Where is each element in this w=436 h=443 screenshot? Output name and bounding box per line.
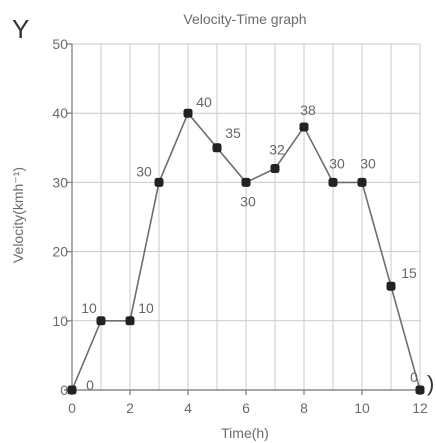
data-point-marker <box>415 385 425 395</box>
data-label: 30 <box>240 193 256 209</box>
x-tick-label: 12 <box>412 400 428 416</box>
data-point-marker <box>212 143 222 153</box>
data-label: 10 <box>81 300 97 316</box>
y-tick-label: 50 <box>52 36 68 52</box>
chart-title: Velocity-Time graph <box>183 11 306 27</box>
y-tick-label: 30 <box>52 174 68 190</box>
data-label: 40 <box>196 94 212 110</box>
data-label: 30 <box>329 155 345 171</box>
x-tick-label: 8 <box>300 400 308 416</box>
y-axis-label: Velocity(kmh⁻¹) <box>10 167 26 263</box>
x-tick-label: 2 <box>126 400 134 416</box>
y-tick-label: 0 <box>60 382 68 398</box>
x-axis-letter: ) <box>427 371 434 396</box>
data-point-marker <box>125 316 135 326</box>
data-point-marker <box>328 177 338 187</box>
y-tick-label: 10 <box>52 313 68 329</box>
data-labels: 0 10 10 30 40 35 30 32 38 30 30 15 0 <box>81 94 418 393</box>
data-point-marker <box>299 122 309 132</box>
axes: 0 10 20 30 40 50 0 2 4 6 8 10 12 <box>52 36 428 416</box>
x-axis-label: Time(h) <box>221 425 269 441</box>
x-tick-label: 10 <box>354 400 370 416</box>
y-tick-label: 40 <box>52 105 68 121</box>
data-label: 32 <box>269 142 285 158</box>
x-tick-label: 0 <box>68 400 76 416</box>
data-label: 38 <box>300 102 316 118</box>
data-point-marker <box>357 177 367 187</box>
y-axis-letter: Y <box>12 14 29 44</box>
data-point-marker <box>241 177 251 187</box>
data-label: 35 <box>225 125 241 141</box>
x-tick-label: 6 <box>242 400 250 416</box>
data-point-marker <box>270 164 280 174</box>
data-label: 0 <box>86 377 94 393</box>
x-tick-label: 4 <box>184 400 192 416</box>
data-label: 10 <box>138 300 154 316</box>
data-point-marker <box>67 385 77 395</box>
grid <box>72 43 421 390</box>
data-point-marker <box>386 281 396 291</box>
series-velocity <box>67 108 425 395</box>
data-point-marker <box>96 316 106 326</box>
data-label: 15 <box>401 265 417 281</box>
data-point-marker <box>154 177 164 187</box>
y-tick-label: 20 <box>52 244 68 260</box>
data-label: 30 <box>136 163 152 179</box>
data-label: 30 <box>360 155 376 171</box>
data-point-marker <box>183 108 193 118</box>
data-label: 0 <box>410 369 418 385</box>
